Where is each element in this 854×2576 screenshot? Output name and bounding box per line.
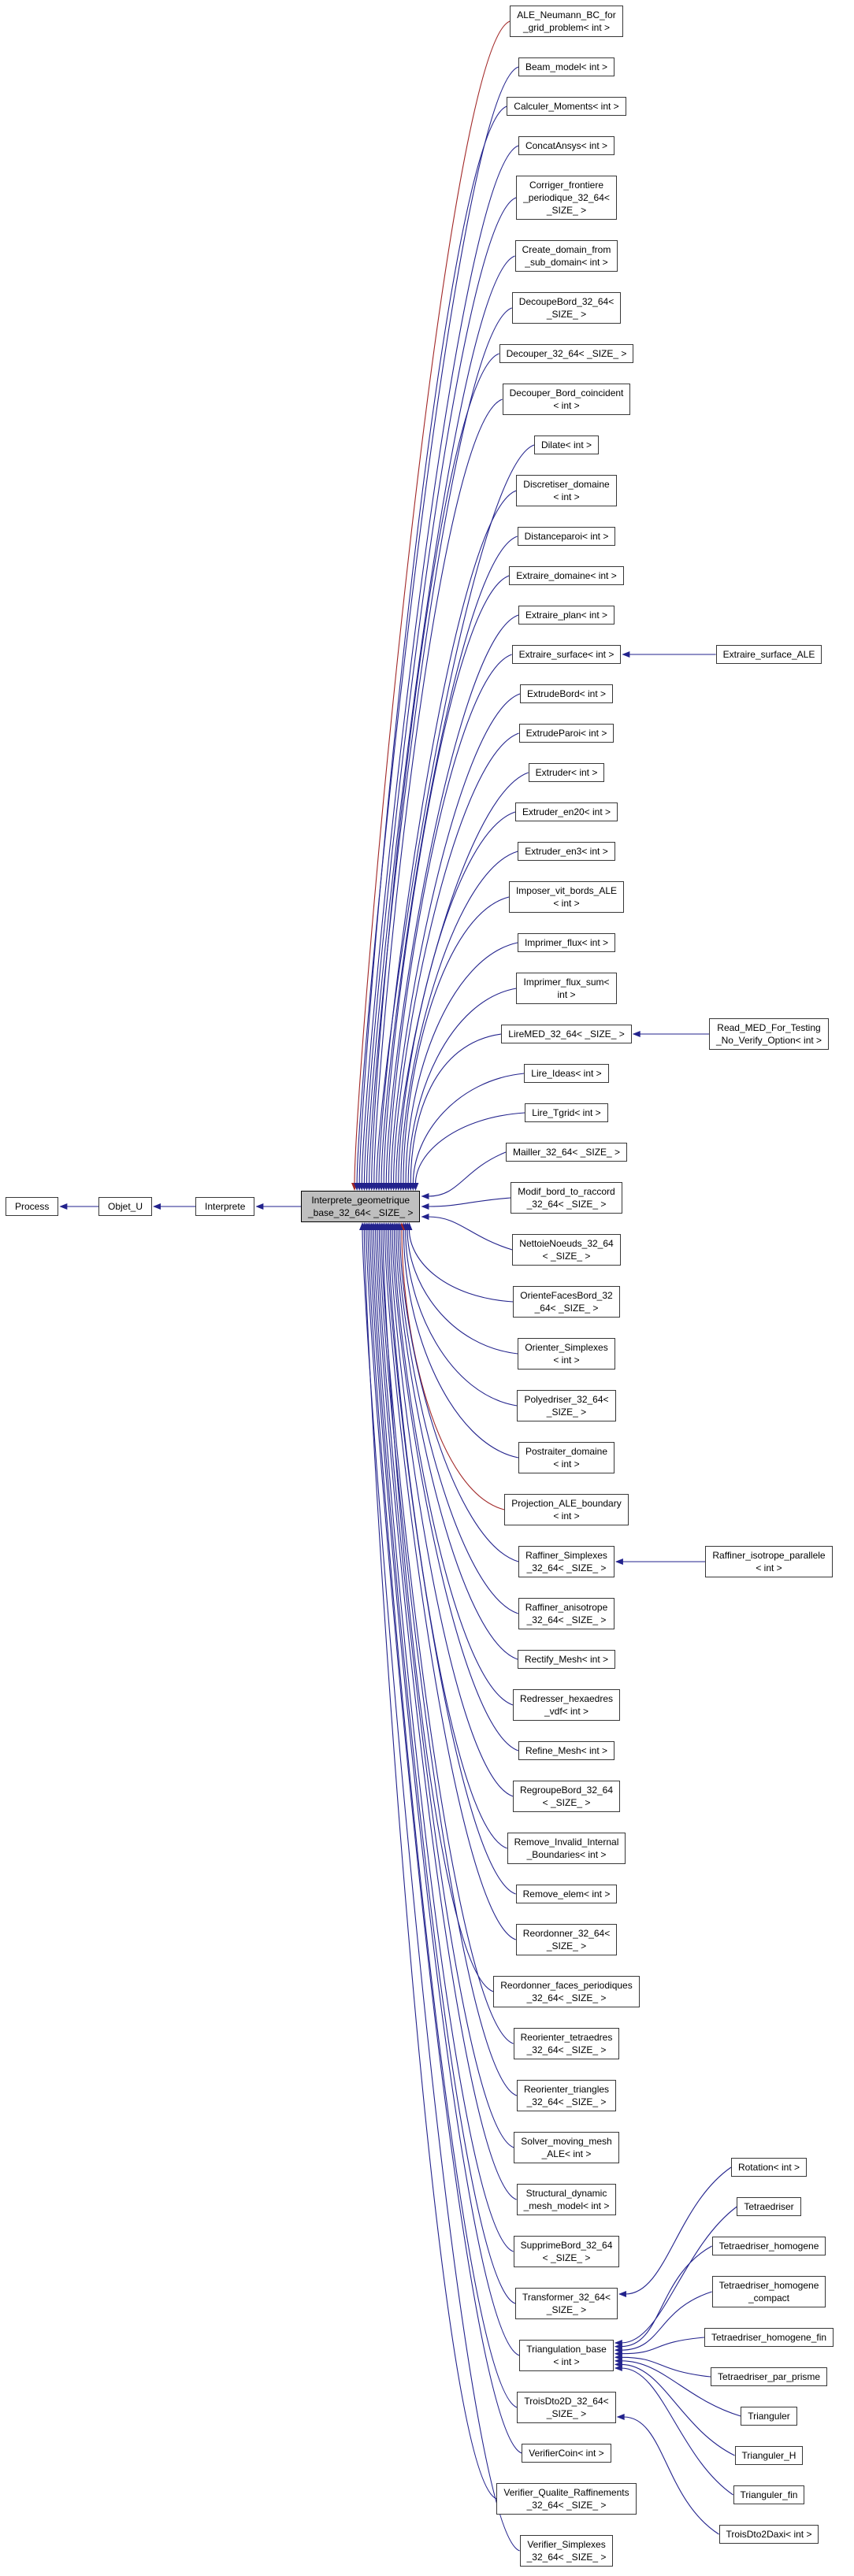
derived-node-decouper-bord-coincident[interactable]: Decouper_Bord_coincident < int >	[502, 384, 631, 415]
derived-node-raffiner-simplexes[interactable]: Raffiner_Simplexes _32_64< _SIZE_ >	[518, 1546, 615, 1577]
child-node-tetraedriser-homogene[interactable]: Tetraedriser_homogene	[711, 2237, 826, 2255]
derived-node-supprimebord-32-64[interactable]: SupprimeBord_32_64 < _SIZE_ >	[513, 2236, 620, 2267]
child-node-trianguler[interactable]: Trianguler	[741, 2407, 797, 2426]
child-node-rotation-int[interactable]: Rotation< int >	[730, 2158, 808, 2177]
derived-node-raffiner-anisotrope[interactable]: Raffiner_anisotrope _32_64< _SIZE_ >	[518, 1598, 615, 1629]
child-node-extraire-surface-ale[interactable]: Extraire_surface_ALE	[715, 645, 822, 664]
child-node-tetraedriser-homogene[interactable]: Tetraedriser_homogene _compact	[711, 2276, 826, 2307]
derived-node-extruder-en3-int[interactable]: Extruder_en3< int >	[518, 842, 615, 861]
derived-node-troisdto2d-32-64[interactable]: TroisDto2D_32_64< _SIZE_ >	[517, 2392, 616, 2423]
derived-node-reorienter-triangles[interactable]: Reorienter_triangles _32_64< _SIZE_ >	[516, 2080, 617, 2111]
derived-node-orienter-simplexes[interactable]: Orienter_Simplexes < int >	[518, 1338, 615, 1370]
derived-node-corriger-frontiere[interactable]: Corriger_frontiere _periodique_32_64< _S…	[516, 176, 617, 220]
derived-node-refine-mesh-int[interactable]: Refine_Mesh< int >	[518, 1741, 615, 1760]
derived-node-postraiter-domaine[interactable]: Postraiter_domaine < int >	[518, 1442, 615, 1473]
derived-node-create-domain-from[interactable]: Create_domain_from _sub_domain< int >	[514, 240, 618, 272]
base-node-objet-u[interactable]: Objet_U	[98, 1197, 153, 1216]
derived-node-discretiser-domaine[interactable]: Discretiser_domaine < int >	[516, 475, 617, 506]
derived-node-extraire-surface-int[interactable]: Extraire_surface< int >	[511, 645, 622, 664]
derived-node-reorienter-tetraedres[interactable]: Reorienter_tetraedres _32_64< _SIZE_ >	[513, 2028, 620, 2059]
derived-node-orientefacesbord-32[interactable]: OrienteFacesBord_32 _64< _SIZE_ >	[513, 1286, 620, 1318]
derived-node-decouper-32-64-size[interactable]: Decouper_32_64< _SIZE_ >	[499, 344, 634, 363]
derived-node-decoupebord-32-64[interactable]: DecoupeBord_32_64< _SIZE_ >	[511, 292, 622, 324]
derived-node-extruder-en20-int[interactable]: Extruder_en20< int >	[514, 802, 618, 821]
derived-node-solver-moving-mesh[interactable]: Solver_moving_mesh _ALE< int >	[514, 2132, 619, 2163]
second-level-classes-column: Rotation< int > Tetraedriser Tetraedriser_…	[689, 2158, 849, 2544]
derived-node-concatansys-int[interactable]: ConcatAnsys< int >	[518, 136, 615, 155]
derived-node-imprimer-flux-int[interactable]: Imprimer_flux< int >	[517, 933, 616, 952]
derived-node-verifier-qualite-raffinements[interactable]: Verifier_Qualite_Raffinements _32_64< _S…	[496, 2483, 637, 2515]
derived-node-imposer-vit-bords-ale[interactable]: Imposer_vit_bords_ALE < int >	[508, 881, 625, 913]
derived-node-dilate-int[interactable]: Dilate< int >	[533, 436, 600, 454]
derived-node-reordonner-32-64[interactable]: Reordonner_32_64< _SIZE_ >	[515, 1924, 618, 1955]
derived-node-extraire-plan-int[interactable]: Extraire_plan< int >	[518, 606, 615, 625]
derived-node-rectify-mesh-int[interactable]: Rectify_Mesh< int >	[517, 1650, 616, 1669]
derived-node-mailler-32-64-size[interactable]: Mailler_32_64< _SIZE_ >	[505, 1143, 628, 1162]
derived-node-liremed-32-64-size[interactable]: LireMED_32_64< _SIZE_ >	[501, 1025, 632, 1043]
derived-node-distanceparoi-int[interactable]: Distanceparoi< int >	[517, 527, 616, 546]
center-node-interprete-geometrique-base: Interprete_geometrique _base_32_64< _SIZ…	[301, 1191, 421, 1222]
derived-node-imprimer-flux-sum[interactable]: Imprimer_flux_sum< int >	[516, 973, 617, 1004]
derived-node-extraire-domaine-int[interactable]: Extraire_domaine< int >	[509, 566, 624, 585]
derived-node-modif-bord-to-raccord[interactable]: Modif_bord_to_raccord _32_64< _SIZE_ >	[511, 1182, 622, 1214]
derived-node-ale-neumann-bc-for[interactable]: ALE_Neumann_BC_for _grid_problem< int >	[510, 6, 623, 37]
child-node-read-med-for-testing[interactable]: Read_MED_For_Testing _No_Verify_Option< …	[708, 1018, 830, 1050]
derived-node-extrudeparoi-int[interactable]: ExtrudeParoi< int >	[518, 724, 615, 743]
child-node-trianguler-fin[interactable]: Trianguler_fin	[733, 2485, 805, 2504]
derived-node-projection-ale-boundary[interactable]: Projection_ALE_boundary < int >	[504, 1494, 629, 1525]
derived-classes-column: ALE_Neumann_BC_for _grid_problem< int > B…	[475, 6, 658, 2567]
base-node-interprete[interactable]: Interprete	[195, 1197, 255, 1216]
derived-node-nettoienoeuds-32-64[interactable]: NettoieNoeuds_32_64 < _SIZE_ >	[512, 1234, 621, 1266]
derived-node-extruder-int[interactable]: Extruder< int >	[528, 763, 605, 782]
derived-node-lire-tgrid-int[interactable]: Lire_Tgrid< int >	[525, 1103, 608, 1122]
derived-node-lire-ideas-int[interactable]: Lire_Ideas< int >	[524, 1064, 609, 1083]
derived-node-beam-model-int[interactable]: Beam_model< int >	[518, 57, 615, 76]
derived-node-calculer-moments-int[interactable]: Calculer_Moments< int >	[507, 97, 626, 116]
child-node-tetraedriser-homogene-fin[interactable]: Tetraedriser_homogene_fin	[704, 2328, 834, 2347]
child-node-troisdto2daxi-int[interactable]: TroisDto2Daxi< int >	[718, 2525, 819, 2544]
child-node-trianguler-h[interactable]: Trianguler_H	[734, 2446, 804, 2465]
derived-node-triangulation-base[interactable]: Triangulation_base < int >	[519, 2340, 614, 2371]
derived-node-transformer-32-64[interactable]: Transformer_32_64< _SIZE_ >	[515, 2288, 618, 2319]
derived-node-remove-invalid-internal[interactable]: Remove_Invalid_Internal _Boundaries< int…	[507, 1833, 626, 1864]
derived-node-polyedriser-32-64[interactable]: Polyedriser_32_64< _SIZE_ >	[517, 1390, 616, 1421]
derived-node-remove-elem-int[interactable]: Remove_elem< int >	[515, 1885, 618, 1903]
base-node-process[interactable]: Process	[6, 1197, 59, 1216]
derived-node-verifiercoin-int[interactable]: VerifierCoin< int >	[522, 2444, 611, 2463]
derived-node-verifier-simplexes[interactable]: Verifier_Simplexes _32_64< _SIZE_ >	[519, 2535, 614, 2567]
derived-node-extrudebord-int[interactable]: ExtrudeBord< int >	[519, 684, 614, 703]
derived-node-structural-dynamic[interactable]: Structural_dynamic _mesh_model< int >	[516, 2184, 617, 2215]
child-node-tetraedriser[interactable]: Tetraedriser	[737, 2197, 801, 2216]
child-node-raffiner-isotrope-parallele[interactable]: Raffiner_isotrope_parallele < int >	[705, 1546, 833, 1577]
child-node-tetraedriser-par-prisme[interactable]: Tetraedriser_par_prisme	[710, 2367, 828, 2386]
derived-node-redresser-hexaedres[interactable]: Redresser_hexaedres _vdf< int >	[512, 1689, 621, 1721]
derived-node-regroupebord-32-64[interactable]: RegroupeBord_32_64 < _SIZE_ >	[512, 1781, 621, 1812]
derived-node-reordonner-faces-periodiques[interactable]: Reordonner_faces_periodiques _32_64< _SI…	[493, 1976, 640, 2007]
